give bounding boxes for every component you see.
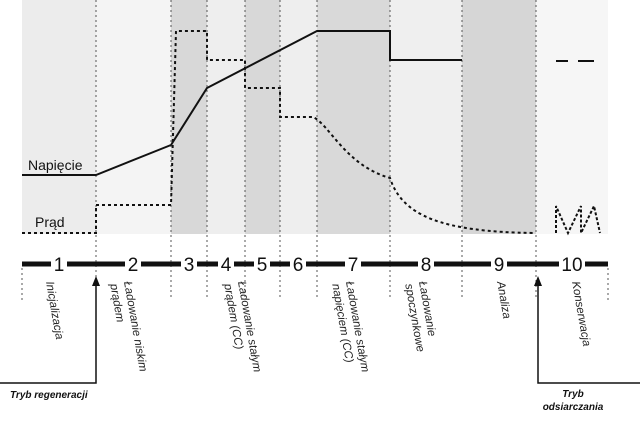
phase-number-bg-3: [181, 253, 197, 275]
phase-number-2: 2: [128, 255, 139, 276]
phase-number-bg-6: [290, 253, 306, 275]
phase-description-line: Konserwacja: [569, 280, 592, 347]
phase-description-line: Ładowanie niskim: [121, 280, 149, 373]
phase-number-bg-9: [491, 253, 507, 275]
current-label: Prąd: [35, 214, 65, 230]
band-phase-10: [536, 0, 608, 234]
band-phase-5: [245, 0, 280, 234]
phase-number-bg-2: [125, 253, 141, 275]
current-pulses: [555, 202, 601, 236]
phase-number-bg-10: [559, 253, 585, 275]
phase-number-1: 1: [54, 255, 65, 276]
desulfation-arrow-line: [537, 282, 640, 384]
phase-number-6: 6: [293, 255, 304, 276]
phase-description-9: Analiza: [494, 279, 513, 319]
phase-number-bg-7: [345, 253, 361, 275]
phase-description-line: Inicjalizacja: [43, 280, 65, 340]
phase-number-9: 9: [494, 255, 505, 276]
phase-number-bg-1: [51, 253, 67, 275]
phase-number-3: 3: [184, 255, 195, 276]
band-phase-7: [317, 0, 390, 234]
voltage-curve: [22, 30, 462, 176]
phase-number-group: 1 2 3 4 5 6 7 8 9 10: [51, 253, 585, 276]
regeneration-arrow-line: [0, 282, 97, 384]
desulfation-arrow-head: [534, 276, 542, 286]
regeneration-label: Tryb regeneracji: [10, 390, 88, 401]
desulfation-mode: Tryb odsiarczania: [534, 276, 640, 413]
phase-dividers: [21, 0, 609, 300]
band-phase-8: [390, 0, 462, 234]
phase-bands: [22, 0, 608, 234]
band-phase-4: [207, 0, 245, 234]
phase-timeline: 1 2 3 4 5 6 7 8 9 10: [22, 253, 608, 276]
phase-number-bg-8: [418, 253, 434, 275]
band-phase-1: [22, 0, 96, 234]
phase-number-7: 7: [348, 255, 359, 276]
band-phase-9: [462, 0, 536, 234]
regeneration-mode: Tryb regeneracji: [0, 276, 100, 401]
phase-number-5: 5: [257, 255, 268, 276]
regeneration-arrow-head: [92, 276, 100, 286]
phase-description-10: Konserwacja: [569, 280, 592, 347]
desulfation-label-line1: Tryb: [562, 389, 584, 400]
phase-number-bg-4: [218, 253, 234, 275]
phase-number-bg-5: [254, 253, 270, 275]
desulfation-label-line2: odsiarczania: [543, 402, 604, 413]
phase-number-4: 4: [221, 255, 232, 276]
phase-description-line: Analiza: [494, 279, 513, 319]
phase-number-8: 8: [421, 255, 432, 276]
voltage-label: Napięcie: [28, 157, 83, 173]
phase-number-10: 10: [561, 255, 582, 276]
band-phase-2: [96, 0, 171, 234]
phase-description-1: Inicjalizacja: [43, 280, 65, 340]
